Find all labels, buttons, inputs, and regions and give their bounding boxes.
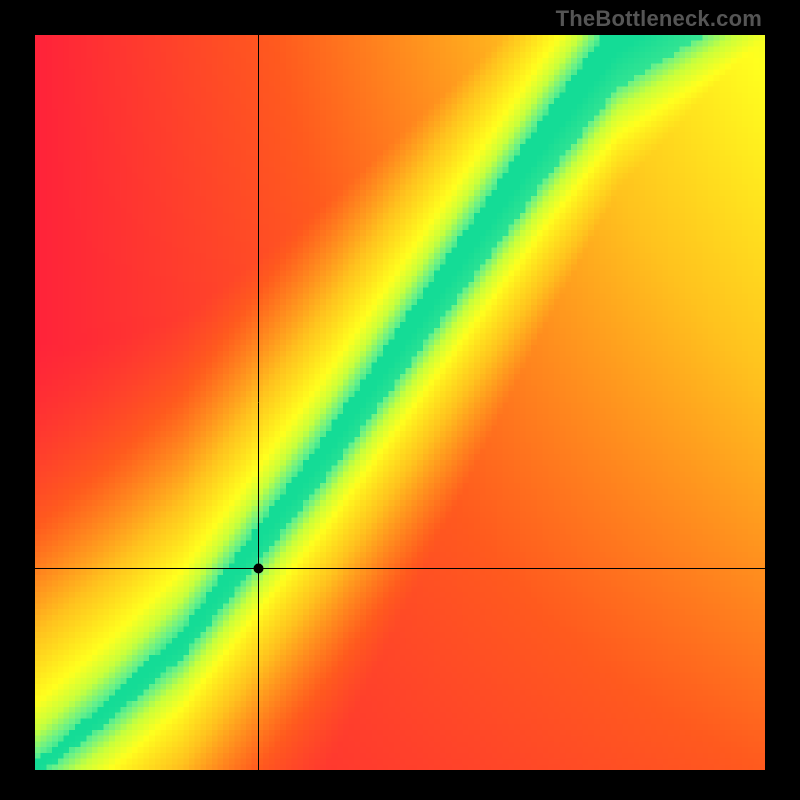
crosshair-overlay [35, 35, 765, 770]
plot-area [35, 35, 765, 770]
watermark-text: TheBottleneck.com [556, 6, 762, 32]
chart-container: TheBottleneck.com [0, 0, 800, 800]
